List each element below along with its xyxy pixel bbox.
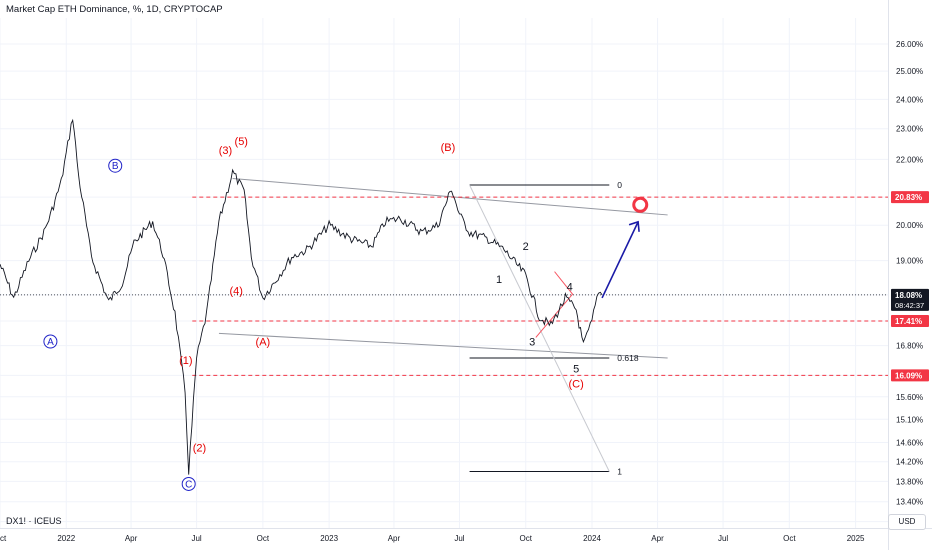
ytick-label-5: 15.10%: [896, 415, 923, 424]
fib-trend-line: [469, 184, 610, 472]
wave-label-9: (B): [441, 142, 456, 154]
wave-label-13: 3: [529, 337, 535, 349]
price-series: [0, 118, 603, 475]
level-badge-0: [891, 191, 929, 204]
channel-upper-line: [232, 178, 668, 216]
wave-label-11: 1: [496, 274, 502, 286]
wave-label-3: (1): [179, 355, 192, 367]
ytick-label-15: 23.00%: [896, 125, 923, 134]
wave-label-10: (C): [569, 379, 584, 391]
wave-label-8: (A): [256, 337, 271, 349]
xtick-label-4: Oct: [257, 534, 270, 543]
wave-label-15: 5: [573, 364, 579, 376]
level-badge-label-0: 20.83%: [895, 193, 922, 202]
last-price-badge: [891, 288, 929, 311]
wave-label-5: (3): [219, 145, 232, 157]
fib-label-2: 1: [617, 466, 622, 476]
xtick-label-2: Apr: [125, 534, 138, 543]
xtick-label-10: Apr: [651, 534, 664, 543]
fib-label-0: 0: [617, 180, 622, 190]
wave-labels: A B C (1) (2) (3) (4) (5) (A) (B) (C) 1 2 3 4 5: [43, 136, 584, 491]
price-line: [0, 118, 603, 475]
drawings: 0 0.618 1: [0, 178, 888, 476]
xtick-label-7: Jul: [454, 534, 464, 543]
level-badge-label-2: 16.09%: [895, 371, 922, 380]
grid: [0, 18, 888, 528]
time-axis-bg: [0, 528, 932, 550]
ytick-label-16: 24.00%: [896, 95, 923, 104]
chart-title: Market Cap ETH Dominance, %, 1D, CRYPTOC…: [6, 4, 223, 15]
wave-label-7: (5): [235, 136, 248, 148]
wave-label-2: C: [185, 479, 192, 490]
xtick-label-0: Oct: [0, 534, 7, 543]
wave-circle-0: [43, 334, 58, 349]
level-badge-2: [891, 369, 929, 382]
xtick-label-6: Apr: [388, 534, 401, 543]
wave-label-4: (2): [193, 442, 206, 454]
projection-arrow-head: [628, 220, 640, 232]
ytick-label-8: 16.80%: [896, 342, 923, 351]
ytick-label-3: 14.20%: [896, 458, 923, 467]
currency-button[interactable]: USD: [888, 514, 926, 530]
wave-circle-2: [181, 476, 196, 491]
ytick-label-2: 13.80%: [896, 477, 923, 486]
xtick-label-9: 2024: [583, 534, 601, 543]
xtick-label-13: 2025: [847, 534, 865, 543]
ytick-label-17: 25.00%: [896, 67, 923, 76]
wave-circle-1: [108, 158, 123, 173]
xtick-label-5: 2023: [320, 534, 338, 543]
xtick-label-8: Oct: [520, 534, 533, 543]
xtick-label-3: Jul: [191, 534, 201, 543]
countdown-value: 08:42:37: [895, 301, 924, 310]
ytick-label-6: 15.60%: [896, 393, 923, 402]
ytick-label-14: 22.00%: [896, 155, 923, 164]
xtick-label-1: 2022: [57, 534, 75, 543]
ytick-label-4: 14.60%: [896, 439, 923, 448]
wave-label-0: A: [47, 337, 54, 348]
price-axis-bg: [888, 0, 932, 550]
ytick-label-11: 19.00%: [896, 257, 923, 266]
wave-label-12: 2: [523, 241, 529, 253]
level-badge-label-1: 17.41%: [895, 317, 922, 326]
xtick-label-12: Oct: [783, 534, 796, 543]
target-circle-icon: [632, 196, 649, 213]
wave-label-14: 4: [567, 282, 573, 294]
level-badge-1: [891, 314, 929, 327]
ytick-label-1: 13.40%: [896, 498, 923, 507]
xtick-label-11: Jul: [718, 534, 728, 543]
ytick-label-12: 20.00%: [896, 221, 923, 230]
last-price-value: 18.08%: [895, 291, 922, 300]
channel-lower-line: [218, 332, 668, 359]
comparison-symbol[interactable]: DX1! · ICEUS: [6, 516, 62, 526]
wave-label-6: (4): [229, 285, 242, 297]
wave-label-1: B: [112, 161, 119, 172]
fib-label-1: 0.618: [617, 353, 639, 363]
projection-arrow: [601, 221, 639, 299]
ytick-label-18: 26.00%: [896, 40, 923, 49]
